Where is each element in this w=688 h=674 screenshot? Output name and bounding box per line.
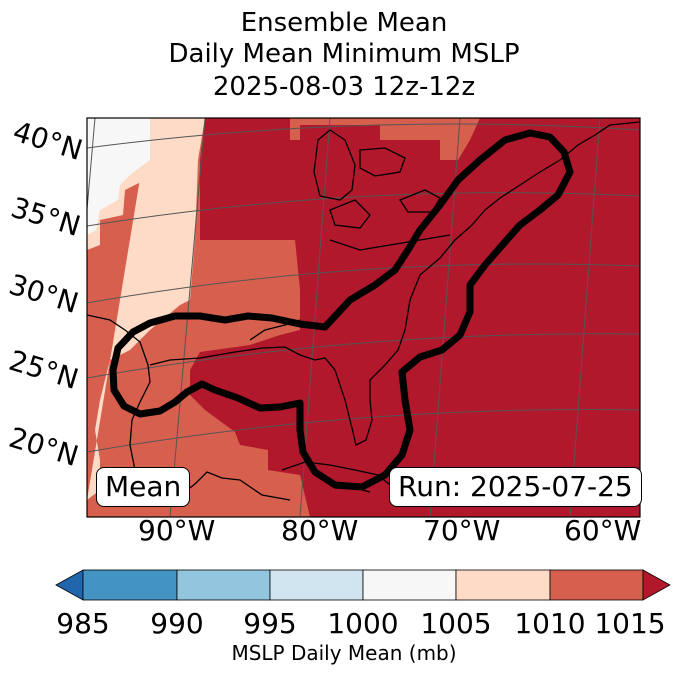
- colorbar: [55, 569, 671, 601]
- colorbar-tick-1005: 1005: [420, 607, 492, 640]
- title-line-1: Ensemble Mean: [240, 8, 448, 38]
- colorbar-tick-995: 995: [243, 607, 297, 640]
- colorbar-segment-990-995: [176, 569, 271, 601]
- colorbar-segment-1010-1015: [549, 569, 644, 601]
- colorbar-segment-995-1000: [269, 569, 364, 601]
- colorbar-tick-985: 985: [56, 607, 110, 640]
- colorbar-segment-1005-1010: [455, 569, 551, 601]
- colorbar-tick-1010: 1010: [514, 607, 586, 640]
- colorbar-tick-1015: 1015: [594, 607, 666, 640]
- lon-label-60w: 60°W: [564, 514, 642, 547]
- colorbar-tick-990: 990: [150, 607, 204, 640]
- lon-label-70w: 70°W: [423, 514, 501, 547]
- map-area: [87, 118, 640, 517]
- colorbar-tick-1000: 1000: [327, 607, 399, 640]
- lon-label-90w: 90°W: [138, 514, 216, 547]
- colorbar-over-arrow: [642, 569, 671, 601]
- colorbar-under-arrow: [55, 569, 84, 601]
- mean-label-box: Mean: [96, 467, 191, 507]
- colorbar-segment-1000-1005: [362, 569, 457, 601]
- colorbar-segment-985-990: [82, 569, 178, 601]
- mslp-contour: [109, 129, 574, 491]
- colorbar-label: MSLP Daily Mean (mb): [231, 641, 457, 665]
- title-line-3: 2025-08-03 12z-12z: [212, 72, 476, 102]
- lon-label-80w: 80°W: [281, 514, 359, 547]
- mslp-1000-1005-region: [87, 118, 150, 235]
- title-line-2: Daily Mean Minimum MSLP: [168, 39, 520, 69]
- run-date-box: Run: 2025-07-25: [389, 467, 642, 507]
- map-frame: [86, 117, 641, 518]
